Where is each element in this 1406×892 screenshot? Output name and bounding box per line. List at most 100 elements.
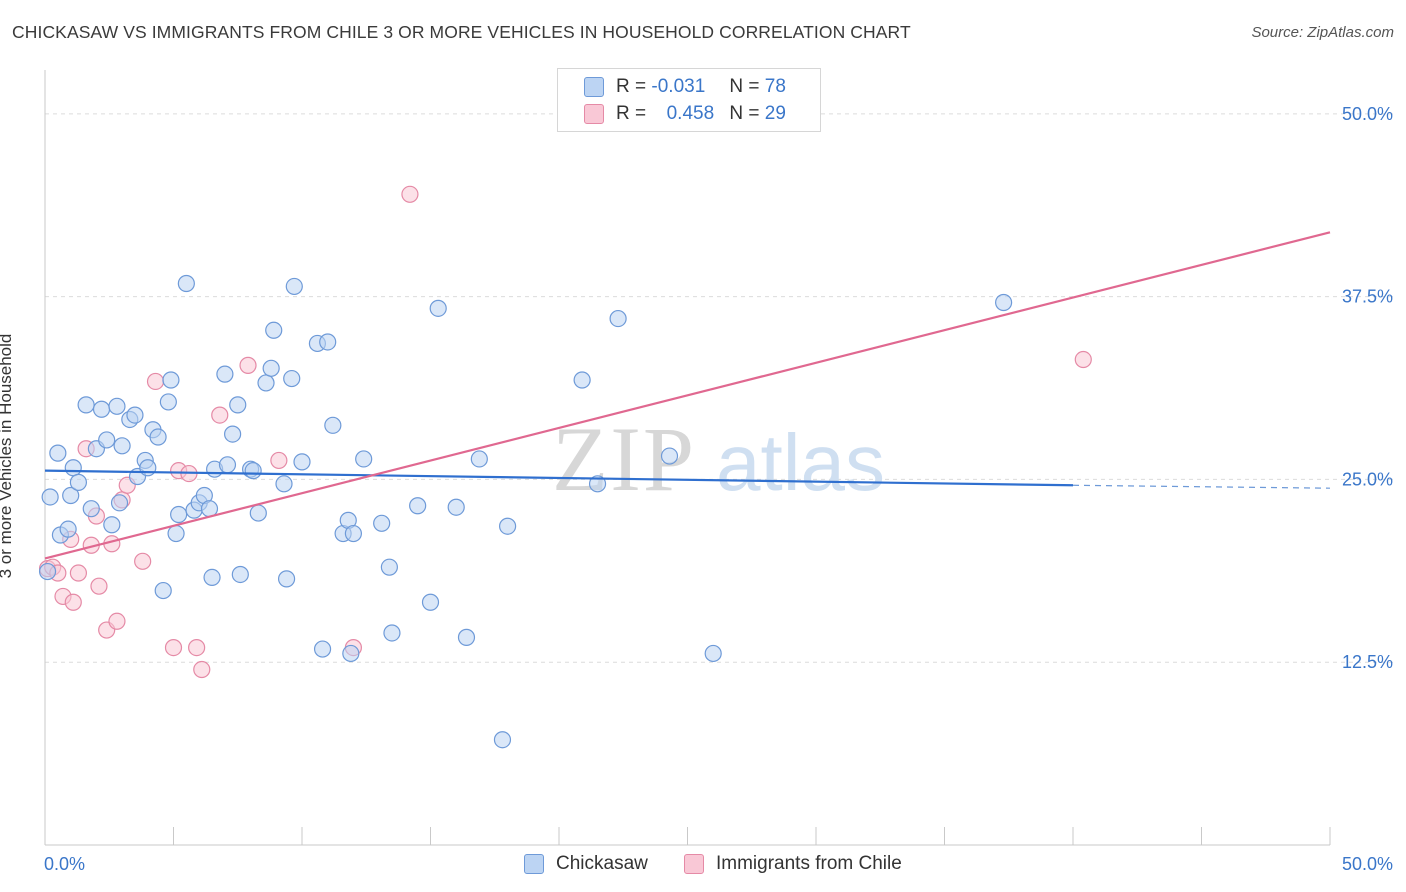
chile-point — [401, 185, 419, 203]
chickasaw-point — [59, 520, 77, 538]
chickasaw-point — [244, 462, 262, 480]
chickasaw-point — [231, 565, 249, 584]
chickasaw-point — [77, 396, 95, 414]
chickasaw-point — [98, 431, 116, 449]
chickasaw-point — [159, 393, 177, 411]
chickasaw-point — [383, 624, 401, 642]
chickasaw-point — [139, 459, 157, 477]
legend-n-value: 78 — [764, 76, 786, 97]
chile-point — [134, 552, 152, 570]
chile-point — [270, 451, 288, 470]
chickasaw-point — [167, 524, 185, 543]
chickasaw-point — [229, 396, 247, 414]
legend-r-value: -0.031 — [651, 76, 706, 97]
chickasaw-point — [342, 644, 360, 663]
chickasaw-point — [82, 500, 100, 518]
chickasaw-point — [355, 450, 373, 468]
chickasaw-point — [457, 628, 476, 646]
chickasaw-trend-line — [44, 469, 1074, 487]
chickasaw-point — [262, 359, 280, 377]
chart-source: Source: ZipAtlas.com — [1251, 24, 1394, 41]
legend-r-label: R = — [616, 103, 647, 124]
chickasaw-point — [373, 514, 391, 532]
legend-n-value: 29 — [764, 103, 786, 124]
chickasaw-point — [447, 498, 465, 516]
bottom-legend-swatch-chickasaw — [524, 854, 544, 874]
y-tick-label: 12.5% — [1342, 652, 1393, 672]
chickasaw-point — [344, 524, 362, 543]
chile-point — [1074, 350, 1092, 369]
chile-point — [90, 577, 108, 595]
chickasaw-point — [429, 299, 447, 317]
chickasaw-point — [573, 371, 591, 389]
legend-row-chickasaw: R = -0.031 N = 78 — [558, 74, 786, 100]
chickasaw-point — [64, 459, 82, 477]
bottom-legend-chile: Immigrants from Chile — [684, 852, 902, 876]
chickasaw-point — [62, 486, 80, 505]
chile-point — [69, 564, 88, 582]
legend-n-label: N = — [729, 76, 760, 97]
chickasaw-point — [313, 640, 332, 658]
legend-r-value: 0.458 — [666, 103, 715, 124]
x-tick-label: 50.0% — [1342, 854, 1393, 874]
trend-lines — [44, 231, 1331, 560]
chile-point — [188, 638, 206, 657]
chickasaw-point — [493, 731, 512, 749]
chile-trend-line — [44, 231, 1331, 560]
chickasaw-point — [995, 293, 1013, 312]
bottom-legend-chickasaw: Chickasaw — [524, 852, 648, 876]
y-tick-label: 25.0% — [1342, 469, 1393, 489]
chickasaw-point — [283, 369, 301, 388]
bottom-legend-label-chile: Immigrants from Chile — [716, 853, 902, 874]
watermark: ZIP atlas — [552, 408, 885, 510]
chickasaw-point — [609, 309, 627, 328]
y-tick-label: 50.0% — [1342, 104, 1393, 124]
chickasaw-point — [409, 497, 427, 515]
chickasaw-point — [275, 475, 293, 493]
chickasaw-point — [154, 581, 172, 600]
chickasaw-point — [113, 437, 131, 455]
legend-n-label: N = — [729, 103, 760, 124]
chickasaw-point — [126, 406, 144, 424]
chile-point — [146, 372, 165, 391]
y-axis-label: 3 or more Vehicles in Household — [0, 333, 15, 579]
chickasaw-point — [277, 570, 296, 588]
chart-title: CHICKASAW VS IMMIGRANTS FROM CHILE 3 OR … — [12, 22, 911, 42]
chickasaw-point — [265, 321, 283, 339]
chickasaw-point — [285, 277, 303, 296]
chickasaw-point — [103, 516, 121, 534]
chickasaw-point — [216, 365, 234, 383]
chickasaw-point — [257, 374, 275, 392]
chickasaw-trend-extension — [1072, 484, 1331, 489]
chickasaw-point — [660, 447, 679, 465]
bottom-legend-swatch-chile — [684, 854, 704, 874]
legend-swatch-chickasaw — [584, 77, 604, 97]
chickasaw-point — [218, 456, 237, 474]
chickasaw-point — [149, 428, 167, 446]
watermark-atlas: atlas — [716, 418, 885, 507]
chickasaw-point — [319, 333, 337, 351]
chickasaw-point — [470, 450, 488, 468]
chickasaw-point — [588, 475, 607, 493]
legend-r-label: R = — [616, 76, 647, 97]
chile-point — [64, 593, 82, 611]
chickasaw-point — [177, 274, 195, 293]
x-tick-label: 0.0% — [44, 854, 85, 874]
chickasaw-point — [203, 568, 221, 587]
chickasaw-point — [499, 517, 517, 535]
bottom-legend-label-chickasaw: Chickasaw — [556, 853, 648, 874]
chile-point — [108, 612, 126, 630]
chickasaw-point — [704, 644, 722, 663]
chickasaw-point — [108, 397, 126, 415]
legend-swatch-chile — [584, 104, 604, 124]
chickasaw-point — [421, 593, 440, 611]
chickasaw-point — [380, 558, 398, 576]
chickasaw-point — [170, 505, 188, 524]
chickasaw-point — [293, 453, 311, 471]
chickasaw-point — [49, 444, 67, 462]
series-chickasaw-points — [38, 274, 1013, 749]
chickasaw-point — [224, 425, 242, 443]
chickasaw-point — [69, 473, 88, 491]
stats-legend: R = -0.031 N = 78 R = 0.458 N = 29 — [557, 68, 821, 132]
